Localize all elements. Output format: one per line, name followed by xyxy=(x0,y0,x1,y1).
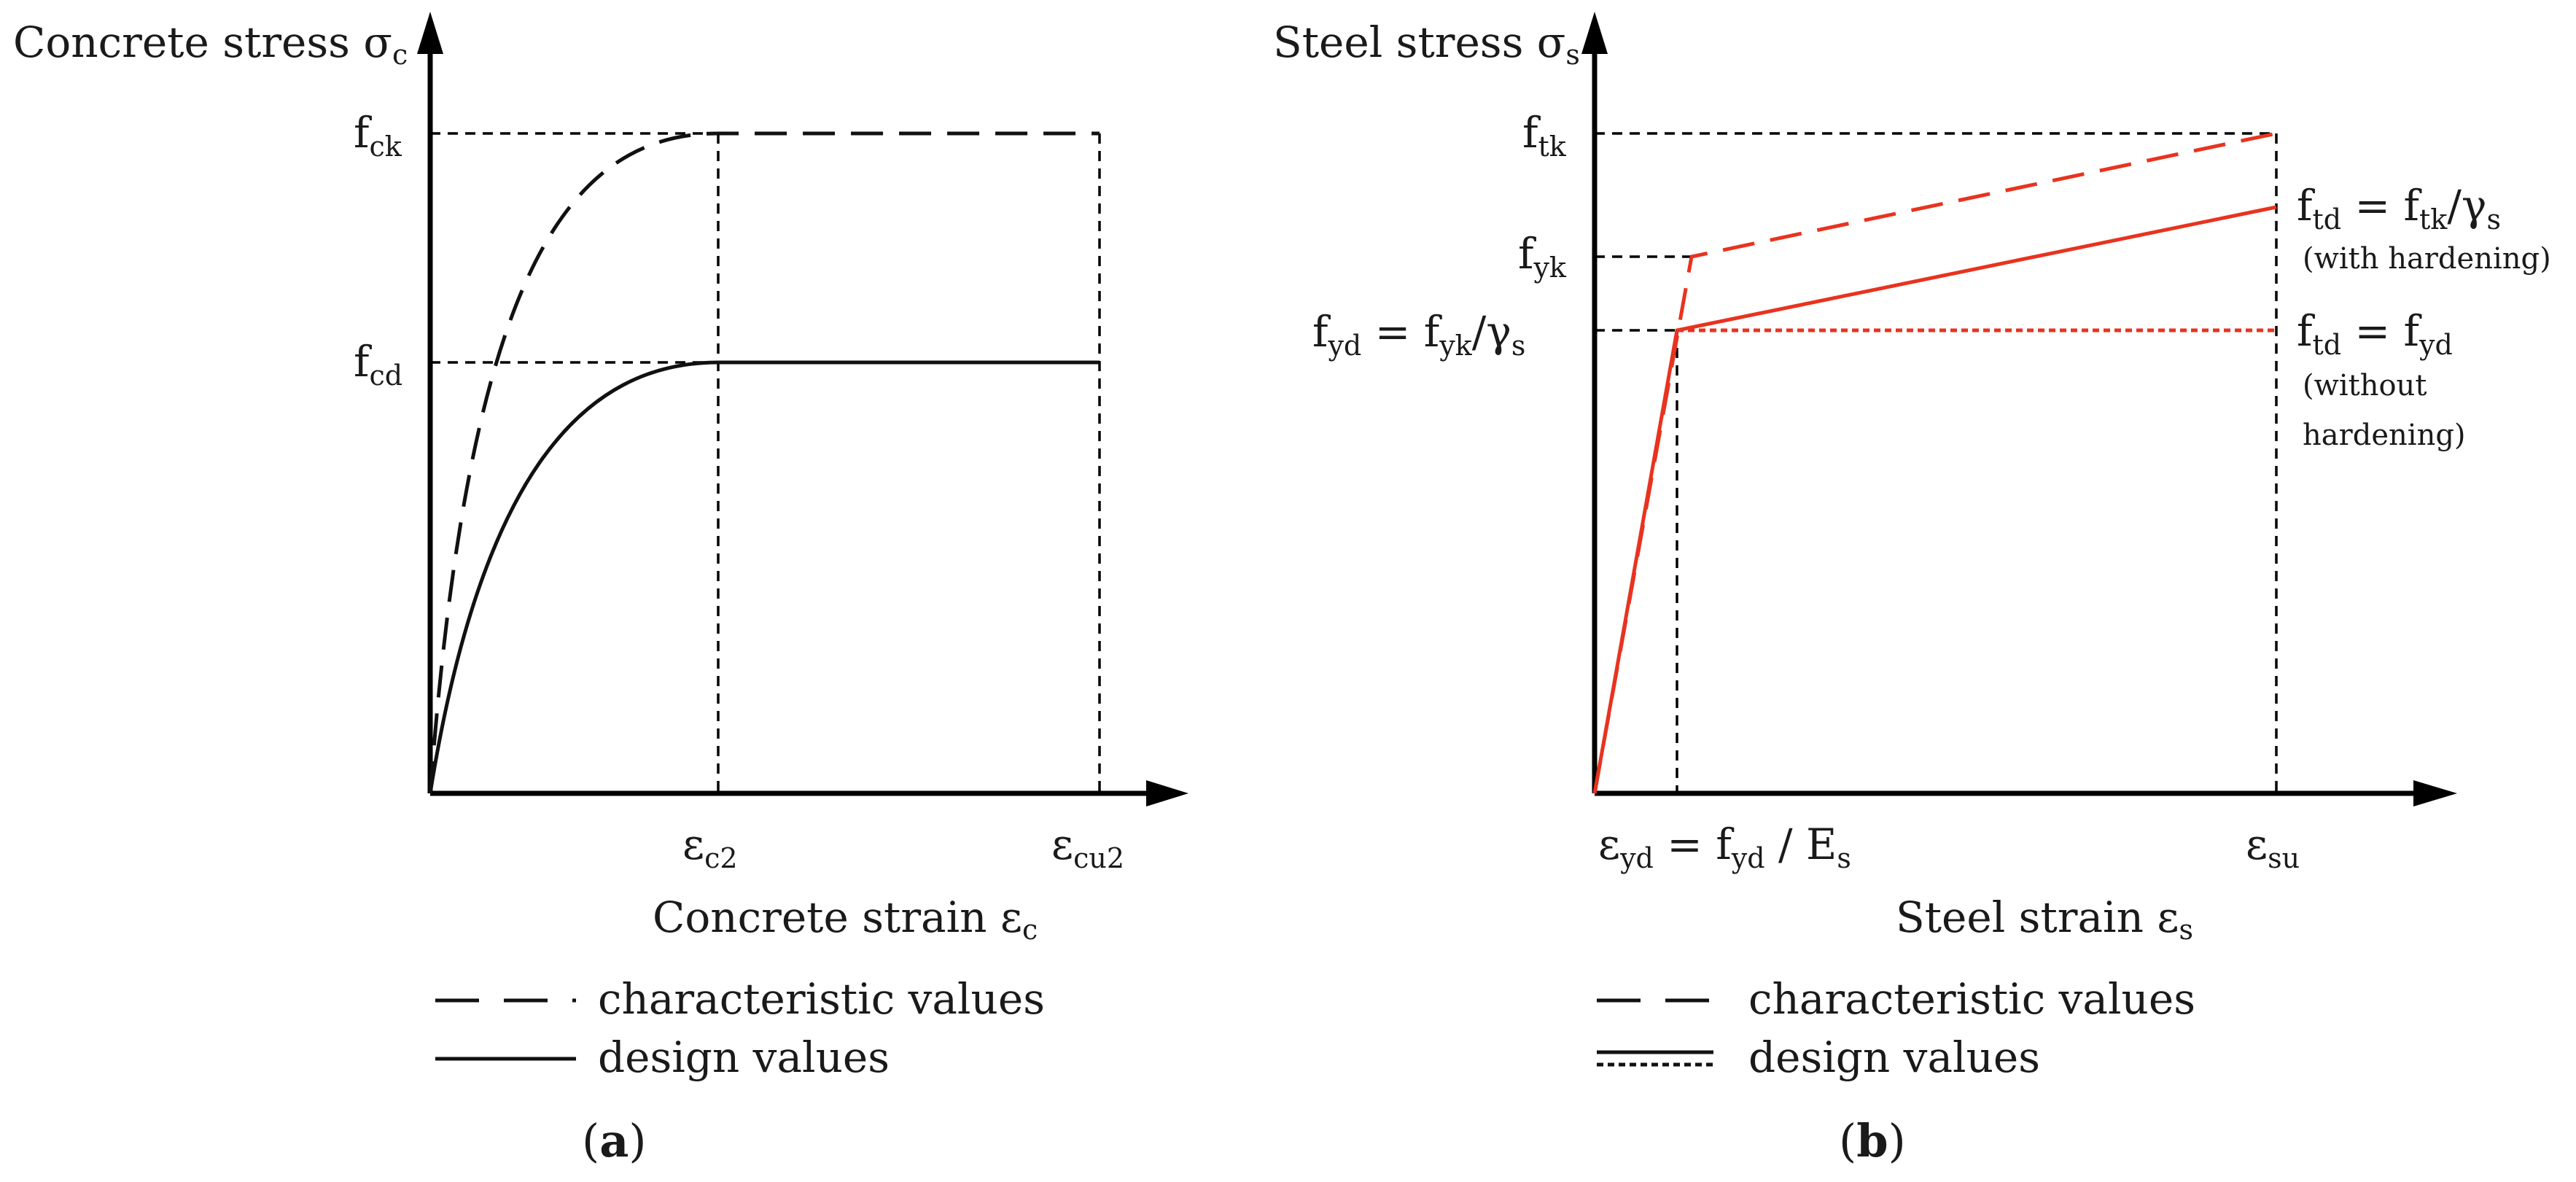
panel-a-legend-design: design values xyxy=(598,1033,890,1082)
panel-a-y-axis-arrow xyxy=(417,12,443,54)
panel-b-esu-label: εsu xyxy=(2246,820,2300,874)
panel-a-design-curve xyxy=(428,360,1100,794)
panel-a-legend-characteristic: characteristic values xyxy=(598,974,1045,1024)
panel-b-with-hardening-note: (with hardening) xyxy=(2303,242,2551,276)
panel-a-y-axis-title: Concrete stress σc xyxy=(13,18,408,71)
panel-b-without-hardening-note-1: (without xyxy=(2303,369,2427,403)
panel-a-fck-label: fck xyxy=(354,108,402,163)
panel-a-ec2-label: εc2 xyxy=(682,820,738,874)
panel-b-legend-characteristic: characteristic values xyxy=(1748,974,2195,1024)
panel-b-fyd-label: fyd = fyk/γs xyxy=(1312,307,1525,362)
panel-b-legend: characteristic values design values xyxy=(1597,974,2195,1082)
panel-a-caption: (a) xyxy=(582,1114,647,1167)
panel-a-fcd-label: fcd xyxy=(354,337,402,392)
panel-a: Concrete stress σc fck fcd εc2 εcu2 Conc… xyxy=(13,12,1188,1167)
panel-b-legend-design: design values xyxy=(1748,1033,2040,1082)
panel-b-characteristic-curve xyxy=(1592,131,2277,794)
panel-b-ftd-hardening-label: ftd = ftk/γs xyxy=(2297,181,2501,236)
panel-b-y-axis-arrow xyxy=(1581,12,1608,54)
panel-b-without-hardening-note-2: hardening) xyxy=(2303,419,2466,452)
panel-b-y-axis-title: Steel stress σs xyxy=(1273,18,1580,71)
panel-b-fyk-label: fyk xyxy=(1518,229,1567,284)
panel-a-ecu2-label: εcu2 xyxy=(1051,820,1124,874)
panel-b-ftk-label: ftk xyxy=(1522,108,1567,163)
panel-a-x-axis-title: Concrete strain εc xyxy=(653,893,1038,946)
panel-a-legend: characteristic values design values xyxy=(435,974,1045,1082)
panel-b: Steel stress σs ftk fyk fyd = fyk/γs ftd… xyxy=(1273,12,2551,1167)
panel-b-caption: (b) xyxy=(1839,1114,1906,1167)
panel-a-x-axis-arrow xyxy=(1146,780,1188,806)
panel-a-characteristic-curve xyxy=(428,131,1100,794)
panel-b-ftd-no-hardening-label: ftd = fyd xyxy=(2297,306,2453,361)
panel-b-x-axis-arrow xyxy=(2413,780,2457,806)
panel-b-design-hardening-curve xyxy=(1592,205,2277,794)
panel-b-eyd-label: εyd = fyd / Es xyxy=(1598,820,1851,874)
panel-b-x-axis-title: Steel strain εs xyxy=(1896,893,2193,946)
